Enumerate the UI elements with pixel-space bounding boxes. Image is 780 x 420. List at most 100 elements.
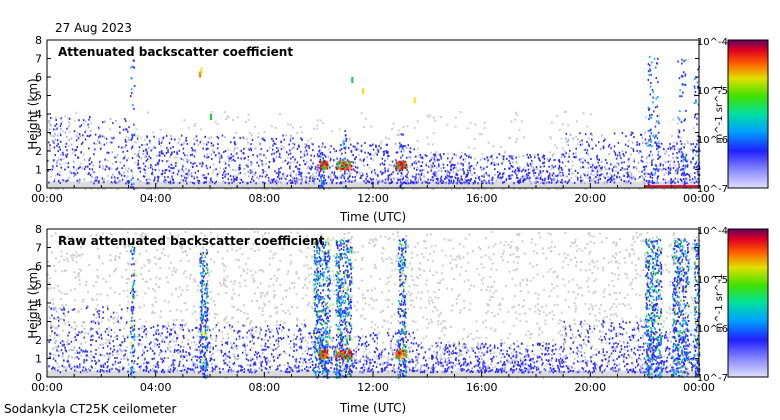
aerosol-cell xyxy=(224,181,227,184)
aerosol-cell xyxy=(218,152,220,155)
noise-cell xyxy=(273,274,276,277)
aerosol-cell xyxy=(585,151,588,154)
aerosol-cell xyxy=(483,175,485,178)
aerosol-cell xyxy=(654,173,656,176)
aerosol-cell xyxy=(147,158,149,161)
aerosol-cell xyxy=(163,154,166,157)
noise-cell xyxy=(101,187,104,190)
streak-cell xyxy=(653,168,656,171)
streak-cell xyxy=(657,95,659,98)
aerosol-cell xyxy=(499,176,502,179)
aerosol-cell xyxy=(664,161,667,164)
aerosol-cell xyxy=(440,155,442,158)
noise-cell xyxy=(74,332,77,335)
aerosol-cell xyxy=(527,164,530,167)
noise-cell xyxy=(304,349,307,352)
aerosol-cell xyxy=(692,150,694,153)
aerosol-cell xyxy=(650,176,653,179)
noise-cell xyxy=(471,368,474,371)
aerosol-cell xyxy=(54,133,56,136)
noise-cell xyxy=(429,114,432,117)
aerosol-cell xyxy=(119,161,121,164)
aerosol-cell xyxy=(567,160,570,163)
noise-cell xyxy=(574,256,577,259)
noise-cell xyxy=(542,376,545,379)
noise-cell xyxy=(406,330,409,333)
noise-cell xyxy=(644,116,647,119)
noise-cell xyxy=(115,255,118,258)
aerosol-cell xyxy=(613,178,615,181)
aerosol-cell xyxy=(664,181,667,184)
noise-cell xyxy=(469,332,472,335)
noise-cell xyxy=(327,240,330,243)
aerosol-cell xyxy=(292,155,294,158)
aerosol-cell xyxy=(308,145,310,148)
noise-cell xyxy=(54,327,57,330)
aerosol-cell xyxy=(139,170,142,173)
streak-cell xyxy=(648,67,651,70)
noise-cell xyxy=(159,128,162,131)
noise-cell xyxy=(576,249,579,252)
noise-cell xyxy=(381,291,384,294)
aerosol-cell xyxy=(199,141,201,144)
noise-cell xyxy=(127,368,130,371)
aerosol-cell xyxy=(533,181,536,184)
aerosol-cell xyxy=(289,152,292,155)
aerosol-cell xyxy=(97,126,100,129)
streak-cell xyxy=(684,118,686,121)
noise-cell xyxy=(365,353,368,356)
noise-cell xyxy=(260,294,263,297)
noise-cell xyxy=(571,278,574,281)
aerosol-cell xyxy=(683,172,685,175)
aerosol-cell xyxy=(114,156,116,159)
aerosol-cell xyxy=(533,156,536,159)
cloud-base-cell xyxy=(347,165,350,168)
noise-cell xyxy=(103,187,106,190)
noise-cell xyxy=(521,169,524,172)
aerosol-cell xyxy=(164,171,166,174)
aerosol-cell xyxy=(182,143,184,146)
noise-cell xyxy=(303,264,306,267)
aerosol-cell xyxy=(663,147,665,150)
noise-cell xyxy=(314,240,317,243)
aerosol-cell xyxy=(247,175,250,178)
noise-cell xyxy=(73,171,76,174)
streak-cell xyxy=(682,158,685,161)
streak-cell xyxy=(648,107,651,110)
streak-cell xyxy=(683,171,686,174)
aerosol-cell xyxy=(525,175,528,178)
noise-cell xyxy=(357,154,360,157)
aerosol-cell xyxy=(262,137,265,140)
noise-cell xyxy=(223,264,226,267)
aerosol-cell xyxy=(224,167,227,170)
noise-cell xyxy=(243,147,246,150)
noise-cell xyxy=(318,187,321,190)
streak-cell xyxy=(401,145,404,148)
noise-cell xyxy=(147,287,150,290)
aerosol-cell xyxy=(394,142,397,145)
noise-cell xyxy=(489,258,492,261)
noise-cell xyxy=(264,376,267,379)
aerosol-cell xyxy=(303,152,306,155)
noise-cell xyxy=(537,308,540,311)
aerosol-cell xyxy=(227,178,230,181)
aerosol-cell xyxy=(597,161,600,164)
noise-cell xyxy=(582,112,585,115)
noise-cell xyxy=(305,294,308,297)
noise-cell xyxy=(489,289,492,292)
aerosol-cell xyxy=(209,181,211,184)
noise-cell xyxy=(432,166,435,169)
noise-cell xyxy=(430,299,433,302)
noise-cell xyxy=(669,160,672,163)
aerosol-cell xyxy=(312,162,314,165)
noise-cell xyxy=(358,171,361,174)
noise-cell xyxy=(549,268,552,271)
noise-cell xyxy=(454,125,457,128)
aerosol-cell xyxy=(335,182,338,185)
cloud-base-cell xyxy=(325,163,328,166)
aerosol-cell xyxy=(440,175,443,178)
noise-cell xyxy=(431,143,434,146)
aerosol-cell xyxy=(590,173,592,176)
aerosol-cell xyxy=(431,176,434,179)
aerosol-cell xyxy=(259,158,261,161)
